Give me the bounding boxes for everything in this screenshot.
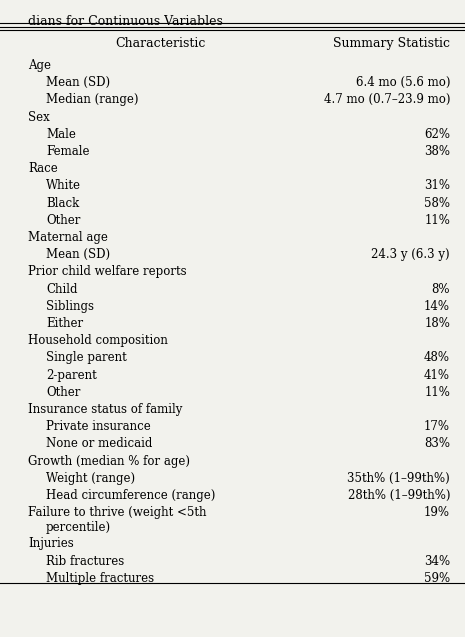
Text: 62%: 62% [424, 128, 450, 141]
Text: Sex: Sex [28, 111, 50, 124]
Text: 31%: 31% [424, 180, 450, 192]
Text: Mean (SD): Mean (SD) [46, 248, 110, 261]
Text: 19%: 19% [424, 506, 450, 519]
Text: 34%: 34% [424, 555, 450, 568]
Text: Characteristic: Characteristic [115, 37, 205, 50]
Text: Household composition: Household composition [28, 334, 168, 347]
Text: 14%: 14% [424, 300, 450, 313]
Text: 6.4 mo (5.6 mo): 6.4 mo (5.6 mo) [356, 76, 450, 89]
Text: 11%: 11% [424, 214, 450, 227]
Text: Male: Male [46, 128, 76, 141]
Text: Failure to thrive (weight <5th: Failure to thrive (weight <5th [28, 506, 206, 519]
Text: Other: Other [46, 214, 80, 227]
Text: 58%: 58% [424, 197, 450, 210]
Text: 24.3 y (6.3 y): 24.3 y (6.3 y) [372, 248, 450, 261]
Text: 59%: 59% [424, 572, 450, 585]
Text: Injuries: Injuries [28, 538, 74, 550]
Text: Weight (range): Weight (range) [46, 472, 135, 485]
Text: 48%: 48% [424, 352, 450, 364]
Text: dians for Continuous Variables: dians for Continuous Variables [28, 15, 223, 28]
Text: Mean (SD): Mean (SD) [46, 76, 110, 89]
Text: 28th% (1–99th%): 28th% (1–99th%) [347, 489, 450, 502]
Text: 11%: 11% [424, 386, 450, 399]
Text: 2-parent: 2-parent [46, 369, 97, 382]
Text: 83%: 83% [424, 438, 450, 450]
Text: Median (range): Median (range) [46, 94, 139, 106]
Text: White: White [46, 180, 81, 192]
Text: Summary Statistic: Summary Statistic [333, 37, 450, 50]
Text: Siblings: Siblings [46, 300, 94, 313]
Text: Insurance status of family: Insurance status of family [28, 403, 182, 416]
Text: Maternal age: Maternal age [28, 231, 108, 244]
Text: Private insurance: Private insurance [46, 420, 151, 433]
Text: Either: Either [46, 317, 83, 330]
Text: Age: Age [28, 59, 51, 72]
Text: 8%: 8% [432, 283, 450, 296]
Text: Prior child welfare reports: Prior child welfare reports [28, 266, 186, 278]
Text: None or medicaid: None or medicaid [46, 438, 153, 450]
Text: percentile): percentile) [46, 521, 111, 534]
Text: 18%: 18% [424, 317, 450, 330]
Text: Rib fractures: Rib fractures [46, 555, 124, 568]
Text: Black: Black [46, 197, 79, 210]
Text: Multiple fractures: Multiple fractures [46, 572, 154, 585]
Text: 41%: 41% [424, 369, 450, 382]
Text: Single parent: Single parent [46, 352, 127, 364]
Text: 17%: 17% [424, 420, 450, 433]
Text: Child: Child [46, 283, 78, 296]
Text: Other: Other [46, 386, 80, 399]
Text: Head circumference (range): Head circumference (range) [46, 489, 215, 502]
Text: 4.7 mo (0.7–23.9 mo): 4.7 mo (0.7–23.9 mo) [324, 94, 450, 106]
Text: 35th% (1–99th%): 35th% (1–99th%) [347, 472, 450, 485]
Text: Female: Female [46, 145, 89, 158]
Text: 38%: 38% [424, 145, 450, 158]
Text: Race: Race [28, 162, 58, 175]
Text: Growth (median % for age): Growth (median % for age) [28, 455, 190, 468]
